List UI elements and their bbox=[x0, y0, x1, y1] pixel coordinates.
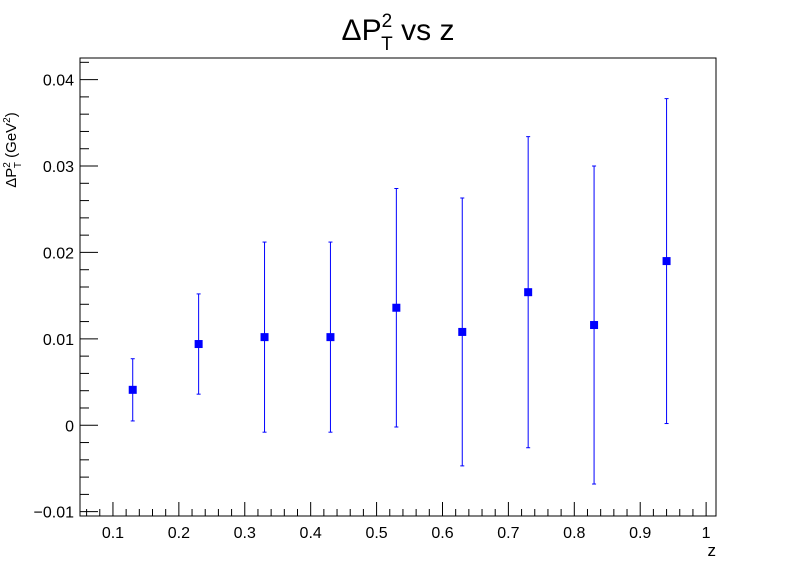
data-marker bbox=[326, 333, 335, 342]
x-tick-label: 0.8 bbox=[563, 525, 585, 542]
x-tick-label: 0.7 bbox=[497, 525, 519, 542]
data-marker bbox=[458, 327, 467, 336]
y-tick-label: 0.03 bbox=[43, 159, 74, 176]
chart-title: ΔP2 T vs z bbox=[342, 11, 455, 55]
title-base: ΔP bbox=[342, 14, 382, 47]
y-axis-label: ΔP2T (GeV2) bbox=[2, 112, 24, 187]
data-marker bbox=[194, 340, 203, 349]
ylabel-subscript: T bbox=[13, 162, 24, 168]
data-point bbox=[326, 241, 335, 433]
y-tick-label: 0 bbox=[65, 418, 74, 435]
ylabel-base: ΔP bbox=[3, 168, 20, 188]
x-tick-label: 0.9 bbox=[629, 525, 651, 542]
data-point bbox=[524, 136, 533, 449]
y-axis: −0.01 0 0.01 0.02 0.03 0.04 bbox=[34, 61, 98, 522]
data-point bbox=[128, 358, 137, 422]
data-marker bbox=[392, 303, 401, 312]
y-tick-label: −0.01 bbox=[34, 505, 75, 522]
ylabel-unit-superscript: 2 bbox=[2, 117, 13, 123]
ylabel-superscript: 2 bbox=[2, 162, 13, 168]
ylabel-unit: (GeV bbox=[3, 123, 20, 162]
x-tick-label: 0.5 bbox=[365, 525, 387, 542]
y-tick-label: 0.04 bbox=[43, 73, 74, 90]
data-point bbox=[194, 293, 203, 395]
data-marker bbox=[524, 288, 533, 297]
ylabel-close: ) bbox=[3, 112, 20, 117]
plot-frame-border bbox=[79, 57, 717, 517]
x-tick-label: 0.3 bbox=[234, 525, 256, 542]
plot-frame bbox=[79, 57, 717, 517]
data-series bbox=[128, 98, 671, 485]
x-tick-label: 0.2 bbox=[168, 525, 190, 542]
data-point bbox=[392, 187, 401, 428]
title-rest: vs z bbox=[393, 14, 455, 47]
x-tick-label: 1 bbox=[702, 525, 711, 542]
x-tick-label: 0.1 bbox=[102, 525, 124, 542]
data-marker bbox=[590, 321, 599, 330]
x-axis: 0.1 0.2 0.3 0.4 0.5 0.6 0.7 0.8 0.9 1 bbox=[86, 502, 711, 542]
x-axis-label: z bbox=[708, 541, 717, 560]
data-marker bbox=[662, 257, 671, 266]
x-tick-label: 0.4 bbox=[300, 525, 322, 542]
data-point bbox=[662, 98, 671, 425]
y-tick-label: 0.01 bbox=[43, 332, 74, 349]
data-point bbox=[260, 241, 269, 433]
y-tick-label: 0.02 bbox=[43, 245, 74, 262]
data-point bbox=[458, 197, 467, 467]
title-superscript: 2 bbox=[382, 11, 393, 32]
data-point bbox=[590, 165, 599, 485]
data-marker bbox=[260, 333, 269, 342]
data-marker bbox=[128, 385, 137, 394]
x-tick-label: 0.6 bbox=[431, 525, 453, 542]
title-subscript: T bbox=[381, 34, 393, 55]
